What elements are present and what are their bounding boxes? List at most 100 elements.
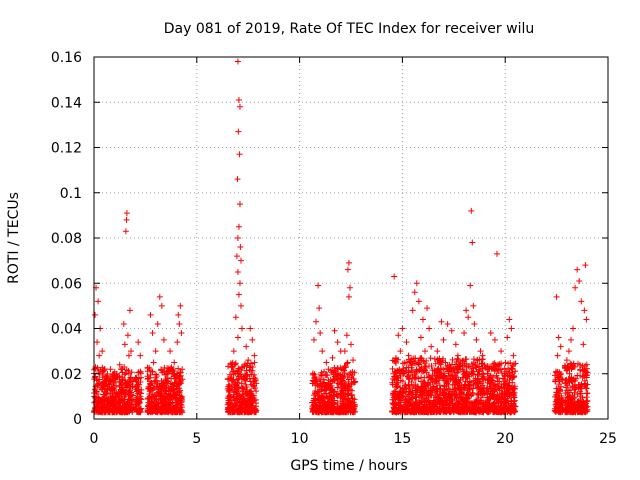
roti-point: [102, 380, 109, 387]
roti-point: [322, 371, 329, 378]
roti-point: [564, 363, 571, 370]
roti-point: [124, 332, 131, 339]
roti-point: [351, 402, 358, 409]
roti-point: [470, 302, 477, 309]
roti-point: [482, 364, 489, 371]
roti-point: [430, 383, 437, 390]
roti-point: [166, 404, 173, 411]
roti-point: [424, 382, 431, 389]
roti-point: [234, 58, 241, 65]
roti-point: [449, 381, 456, 388]
roti-point: [238, 302, 245, 309]
roti-point: [449, 356, 456, 363]
roti-point: [137, 352, 144, 359]
roti-point: [483, 389, 490, 396]
roti-point: [394, 383, 401, 390]
roti-point: [235, 96, 242, 103]
roti-point: [152, 404, 159, 411]
roti-point: [421, 374, 428, 381]
roti-point: [233, 253, 240, 260]
roti-point: [448, 327, 455, 334]
roti-point: [174, 372, 181, 379]
roti-point: [464, 391, 471, 398]
roti-point: [98, 386, 105, 393]
roti-point: [409, 395, 416, 402]
roti-point: [579, 368, 586, 375]
roti-point: [431, 377, 438, 384]
roti-point: [491, 368, 498, 375]
roti-point: [397, 348, 404, 355]
roti-point: [498, 407, 505, 414]
roti-point: [504, 334, 511, 341]
roti-point: [163, 384, 170, 391]
roti-point: [239, 325, 246, 332]
roti-point: [93, 376, 100, 383]
roti-point: [409, 394, 416, 401]
roti-point: [150, 359, 157, 366]
roti-point: [99, 348, 106, 355]
roti-point: [119, 377, 126, 384]
roti-point: [323, 385, 330, 392]
roti-point: [463, 307, 470, 314]
roti-point: [403, 396, 410, 403]
roti-point: [230, 389, 237, 396]
roti-point: [467, 282, 474, 289]
roti-point: [491, 360, 498, 367]
roti-point: [334, 380, 341, 387]
roti-point: [158, 302, 165, 309]
roti-point: [147, 311, 154, 318]
roti-point: [562, 380, 569, 387]
roti-point: [225, 387, 232, 394]
roti-point: [248, 404, 255, 411]
roti-point: [226, 371, 233, 378]
roti-point: [102, 409, 109, 416]
roti-point: [249, 398, 256, 405]
roti-point: [340, 395, 347, 402]
roti-point: [97, 380, 104, 387]
y-tick-label: 0.12: [51, 141, 82, 157]
roti-point: [446, 386, 453, 393]
roti-point: [509, 369, 516, 376]
roti-point: [171, 359, 178, 366]
roti-point: [563, 403, 570, 410]
roti-point: [154, 320, 161, 327]
roti-point: [225, 363, 232, 370]
roti-point: [502, 404, 509, 411]
roti-point: [432, 360, 439, 367]
roti-point: [345, 259, 352, 266]
roti-point: [433, 408, 440, 415]
roti-point: [342, 409, 349, 416]
roti-point: [164, 378, 171, 385]
y-axis-label: ROTI / TECUs: [6, 192, 22, 284]
roti-point: [322, 393, 329, 400]
roti-point: [145, 383, 152, 390]
x-tick-label: 15: [393, 431, 411, 447]
roti-point: [413, 409, 420, 416]
roti-point: [234, 385, 241, 392]
roti-point: [168, 375, 175, 382]
roti-point: [419, 391, 426, 398]
roti-point: [458, 386, 465, 393]
roti-point: [484, 408, 491, 415]
roti-point: [225, 404, 232, 411]
roti-point: [570, 325, 577, 332]
roti-point: [450, 367, 457, 374]
roti-point: [438, 406, 445, 413]
roti-point: [474, 379, 481, 386]
roti-point: [399, 325, 406, 332]
roti-point: [239, 384, 246, 391]
x-tick-label: 0: [90, 431, 99, 447]
roti-point: [414, 386, 421, 393]
roti-point: [408, 356, 415, 363]
roti-point: [160, 404, 167, 411]
roti-point: [489, 394, 496, 401]
roti-point: [344, 266, 351, 273]
roti-point: [509, 374, 516, 381]
roti-point: [234, 334, 241, 341]
roti-point: [251, 396, 258, 403]
roti-point: [314, 393, 321, 400]
roti-point: [456, 363, 463, 370]
roti-point: [552, 378, 559, 385]
roti-point: [179, 366, 186, 373]
roti-point: [508, 365, 515, 372]
